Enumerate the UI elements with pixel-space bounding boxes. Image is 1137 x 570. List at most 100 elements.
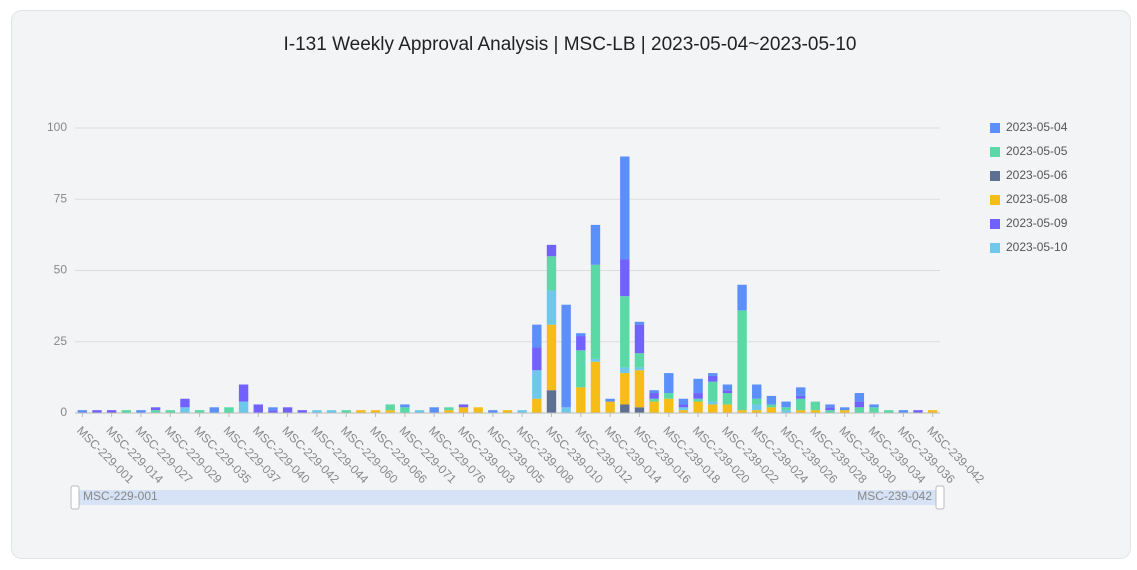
bar-segment [444, 407, 454, 411]
zoom-track [75, 490, 940, 505]
bar-segment [620, 367, 630, 374]
bar-segment [722, 390, 733, 394]
bar-segment [825, 410, 835, 413]
bar-segment [312, 410, 322, 413]
bar-segment [385, 410, 395, 413]
bar-segment [883, 410, 894, 413]
bar-segment [297, 410, 307, 413]
bar-segment [708, 401, 718, 405]
bar-segment [150, 410, 161, 413]
bar-segment [781, 410, 791, 413]
bar-segment [576, 333, 586, 337]
bar-segment [590, 224, 601, 265]
bar-segment [913, 410, 923, 413]
bar-segment [224, 407, 234, 413]
bar-segment [620, 296, 630, 368]
bar-segment [796, 387, 806, 396]
bar-segment [458, 404, 469, 408]
bar-segment [752, 384, 762, 399]
bar-segment [927, 410, 938, 413]
bar-segment [854, 407, 865, 413]
bar-segment [502, 410, 513, 413]
bar-segment [326, 410, 337, 413]
bar-segment [620, 404, 630, 413]
bar-segment [825, 407, 835, 411]
bar-segment [356, 410, 366, 413]
bar-segment [737, 310, 747, 411]
bar-segment [634, 367, 645, 371]
legend-swatch [990, 123, 1000, 133]
bar-segment [532, 347, 542, 371]
bar-segment [840, 407, 850, 411]
bar-segment [737, 284, 747, 311]
bar-segment [634, 370, 645, 408]
bar-segment [825, 404, 835, 408]
legend-swatch [990, 243, 1000, 253]
bar-segment [400, 407, 410, 413]
bar-segment [414, 410, 425, 413]
bar-segment [752, 410, 762, 413]
bar-segment [708, 373, 718, 376]
bar-segment [664, 373, 674, 394]
bar-segment [370, 410, 381, 413]
bar-segment [150, 407, 161, 411]
bar-segment [77, 410, 88, 413]
bar-segment [810, 401, 821, 411]
legend-label: 2023-05-09 [1006, 216, 1068, 230]
bar-segment [722, 404, 733, 413]
bar-segment [605, 398, 615, 402]
bar-segment [268, 407, 278, 411]
bar-segment [576, 336, 586, 351]
legend-swatch [990, 219, 1000, 229]
y-tick-label: 75 [54, 191, 68, 205]
bar-segment [649, 393, 659, 399]
bar-segment [708, 375, 718, 382]
bar-segment [737, 410, 747, 413]
bar-segment [546, 256, 557, 291]
zoom-handle [935, 485, 945, 510]
bar-segment [590, 358, 601, 362]
bar-segment [869, 404, 879, 408]
bar-segment [546, 390, 557, 413]
bar-segment [546, 290, 557, 325]
bar-segment [678, 404, 689, 408]
bar-segment [678, 407, 689, 411]
bar-segment [429, 407, 439, 413]
bar-segment [634, 324, 645, 354]
bar-segment [840, 410, 850, 413]
bar-segment [854, 393, 865, 402]
bar-segment [473, 407, 483, 413]
card [11, 10, 1131, 559]
bar-segment [708, 381, 718, 402]
bar-segment [488, 410, 498, 413]
bar-segment [693, 401, 703, 413]
bar-segment [766, 404, 777, 408]
bar-segment [136, 410, 146, 413]
bar-segment [649, 390, 659, 394]
bar-segment [898, 410, 909, 413]
bar-segment [121, 410, 132, 413]
bar-segment [664, 398, 674, 413]
bar-segment [590, 361, 601, 413]
bar-segment [796, 410, 806, 413]
bar-segment [620, 259, 630, 297]
bar-segment [253, 404, 263, 413]
y-tick-label: 100 [47, 120, 67, 134]
bar-segment [854, 401, 865, 408]
bar-segment [781, 401, 791, 408]
legend-swatch [990, 147, 1000, 157]
bar-segment [693, 398, 703, 402]
bar-segment [458, 407, 469, 413]
bar-segment [268, 410, 278, 413]
bar-segment [282, 407, 293, 413]
bar-segment [649, 401, 659, 413]
bar-segment [517, 410, 527, 413]
bar-segment [781, 407, 791, 411]
bar-segment [722, 393, 733, 405]
bar-segment [92, 410, 102, 413]
y-tick-label: 50 [54, 263, 68, 277]
bar-segment [546, 244, 557, 257]
bar-segment [165, 410, 175, 413]
bar-segment [532, 324, 542, 348]
